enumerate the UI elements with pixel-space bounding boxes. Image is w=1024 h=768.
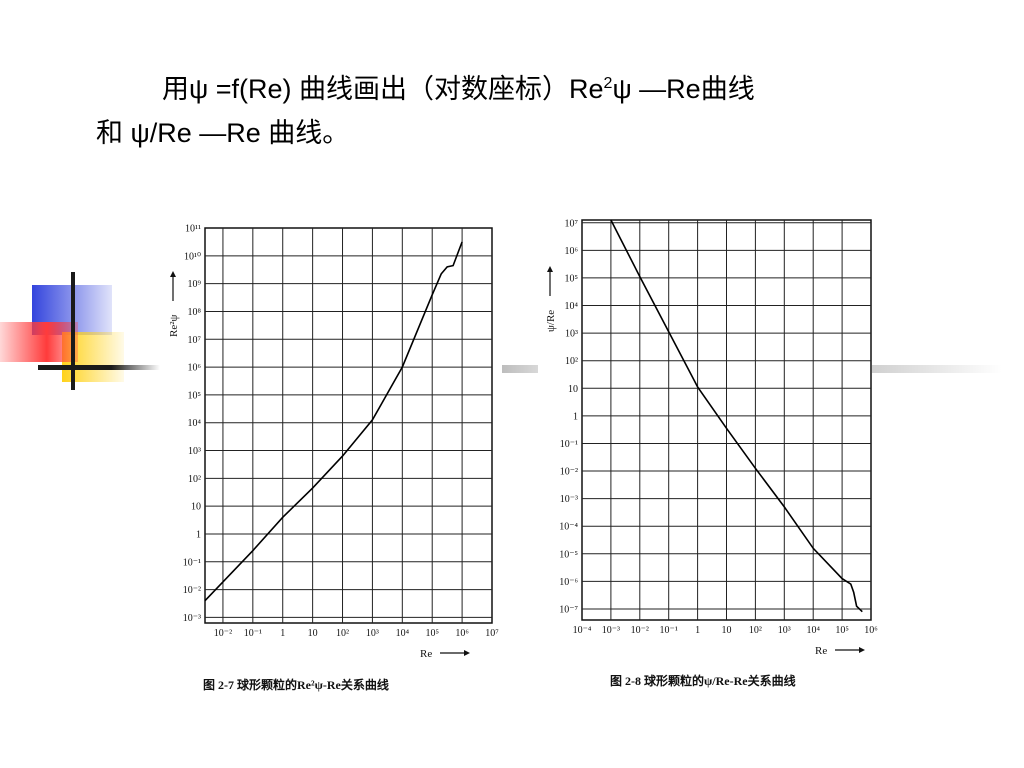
x-tick-label: 10⁵: [425, 628, 439, 639]
chart-2-caption: 图 2-8 球形颗粒的ψ/Re-Re关系曲线: [610, 674, 796, 688]
y-axis-arrowhead: [170, 271, 176, 277]
deco-horizontal-line: [38, 365, 160, 370]
x-tick-label: 10²: [336, 628, 349, 639]
y-tick-label: 10⁻⁶: [559, 577, 578, 588]
accent-bar-left: [502, 365, 538, 373]
y-tick-label: 10⁻¹: [183, 557, 201, 568]
y-tick-label: 10³: [188, 446, 201, 457]
x-axis-label: Re: [420, 648, 432, 660]
x-tick-label: 10⁶: [455, 628, 469, 639]
x-axis-label: Re: [815, 645, 827, 657]
y-tick-label: 10⁻²: [183, 585, 201, 596]
line1-part-a: 用ψ =f(Re) 曲线画出（对数座标）Re: [162, 74, 604, 104]
y-tick-label: 10⁶: [565, 246, 579, 257]
x-tick-label: 10⁻¹: [244, 628, 262, 639]
decorative-squares: [0, 272, 160, 390]
x-tick-label: 10: [722, 625, 732, 636]
y-tick-label: 10⁵: [188, 390, 202, 401]
x-tick-label: 10⁻⁴: [573, 625, 592, 636]
y-axis-label: ψ/Re: [545, 310, 557, 332]
y-tick-label: 10⁷: [188, 335, 202, 346]
chart-re2psi-vs-re: 10⁻² 10⁻¹ 1 10 10² 10³ 10⁴ 10⁵ 10⁶ 10⁷ 10⁻³ 10⁻² 10⁻…: [168, 224, 499, 661]
y-tick-label: 10⁴: [565, 301, 579, 312]
y-tick-label: 1: [573, 411, 578, 422]
data-curve: [204, 241, 463, 602]
slide-text: 用ψ =f(Re) 曲线画出（对数座标）Re2ψ —Re曲线 和 ψ/Re —R…: [96, 62, 956, 155]
line1-part-b: ψ —Re曲线: [612, 74, 755, 104]
y-tick-label: 1: [196, 529, 201, 540]
y-tick-label: 10⁵: [565, 273, 579, 284]
y-axis-label: Re²ψ: [168, 314, 180, 337]
x-tick-label: 10⁷: [485, 628, 499, 639]
y-tick-label: 10⁸: [188, 307, 202, 318]
y-tick-label: 10³: [565, 329, 578, 340]
y-tick-label: 10⁻³: [183, 613, 201, 624]
x-tick-label: 10⁻²: [631, 625, 649, 636]
y-tick-label: 10: [568, 384, 578, 395]
x-tick-label: 1: [280, 628, 285, 639]
deco-red-square: [0, 322, 78, 362]
chart-1-caption: 图 2-7 球形颗粒的Re²ψ-Re关系曲线: [203, 678, 389, 692]
slide-text-line-2: 和 ψ/Re —Re 曲线。: [96, 118, 350, 148]
y-tick-label: 10⁴: [188, 418, 202, 429]
x-tick-label: 1: [695, 625, 700, 636]
x-axis-arrowhead: [464, 650, 470, 656]
y-tick-label: 10⁻⁷: [559, 604, 578, 615]
x-tick-label: 10⁴: [806, 625, 820, 636]
x-tick-label: 10⁻²: [214, 628, 232, 639]
y-tick-label: 10⁻²: [560, 467, 578, 478]
y-tick-label: 10⁷: [565, 218, 579, 229]
y-tick-label: 10⁻⁴: [559, 522, 578, 533]
deco-vertical-line: [71, 272, 75, 390]
data-curve: [610, 219, 863, 613]
x-tick-label: 10⁶: [864, 625, 878, 636]
slide-text-line-1: 用ψ =f(Re) 曲线画出（对数座标）Re2ψ —Re曲线: [96, 62, 956, 111]
y-tick-label: 10⁻³: [560, 494, 578, 505]
x-tick-label: 10⁻³: [602, 625, 620, 636]
x-axis-arrowhead: [859, 647, 865, 653]
y-tick-label: 10²: [188, 474, 201, 485]
x-tick-label: 10: [308, 628, 318, 639]
y-tick-label: 10⁹: [188, 279, 202, 290]
y-tick-label: 10¹⁰: [184, 251, 201, 262]
x-tick-label: 10⁴: [396, 628, 410, 639]
x-tick-label: 10³: [778, 625, 791, 636]
accent-bar-right: [872, 365, 1002, 373]
y-tick-label: 10⁻¹: [560, 439, 578, 450]
plot-frame: [204, 227, 493, 624]
chart-psi-over-re-vs-re: 10⁻⁴ 10⁻³ 10⁻² 10⁻¹ 1 10 10² 10³ 10⁴ 10⁵ 10⁶ 10⁻⁷ 10…: [545, 218, 878, 657]
x-tick-label: 10³: [366, 628, 379, 639]
y-tick-label: 10⁻⁵: [559, 549, 578, 560]
y-tick-label: 10⁶: [188, 363, 202, 374]
y-tick-label: 10: [191, 502, 201, 513]
y-tick-label: 10²: [565, 356, 578, 367]
line1-superscript: 2: [603, 75, 613, 92]
y-axis-arrowhead: [547, 266, 553, 272]
x-tick-label: 10⁻¹: [660, 625, 678, 636]
x-tick-label: 10⁵: [835, 625, 849, 636]
x-tick-label: 10²: [749, 625, 762, 636]
y-tick-label: 10¹¹: [185, 224, 201, 235]
